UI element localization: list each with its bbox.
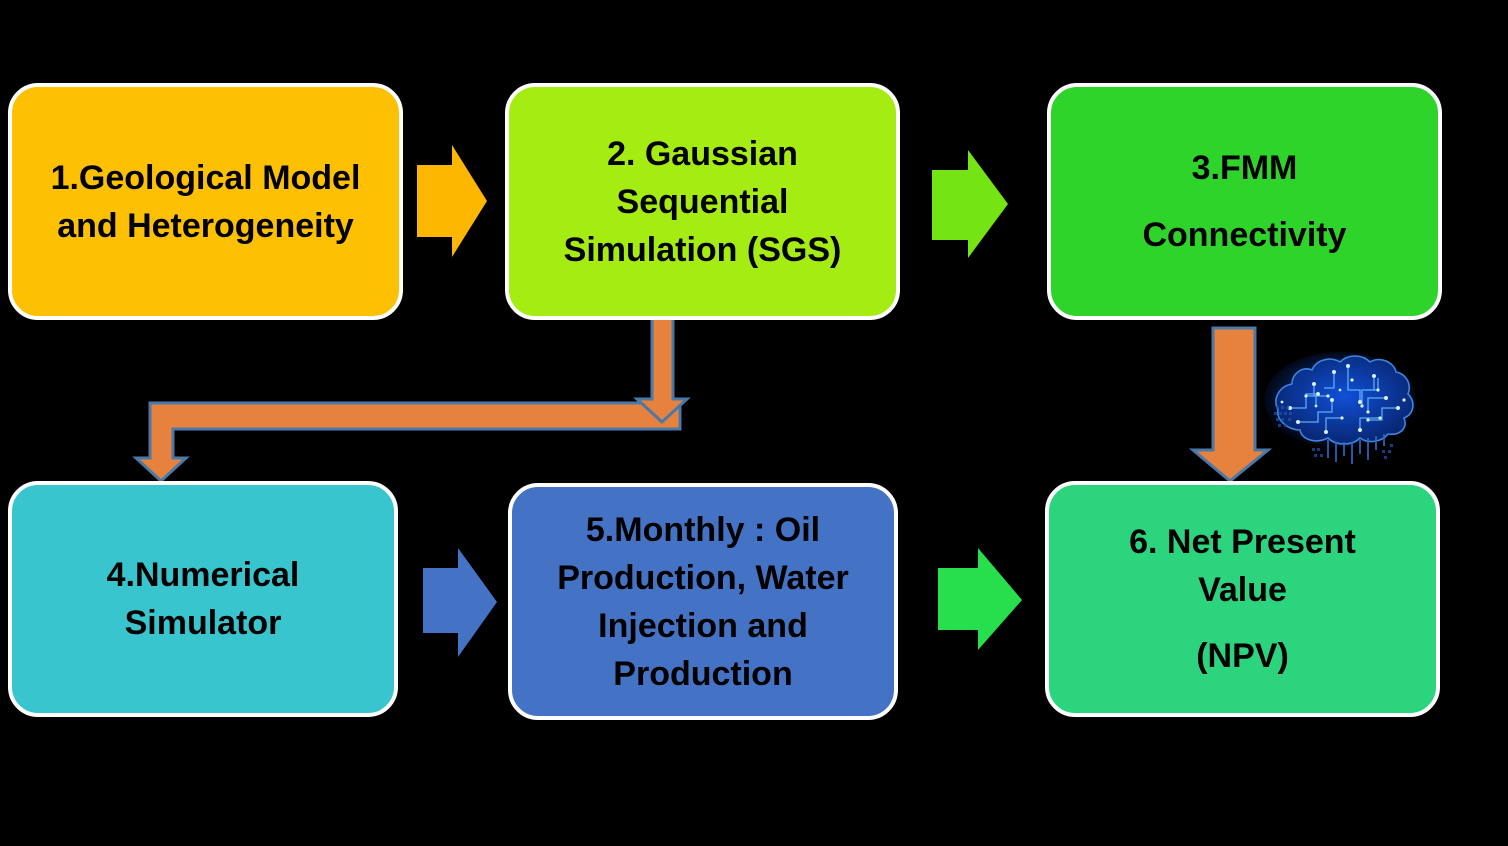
step-box-text-line: 6. Net Present	[1129, 523, 1356, 561]
brain-binary-pixels	[1274, 406, 1393, 459]
step-box-text-line: Simulation (SGS)	[563, 230, 842, 269]
step-box-text-line: Sequential	[616, 182, 789, 221]
step-box-text-line: 1.Geological Model	[50, 158, 361, 197]
arrow-step5-to-step6	[938, 548, 1022, 650]
step-box-numerical-simulator: 4.Numerical Simulator	[8, 481, 398, 717]
step-box-text-line: Production	[613, 654, 793, 693]
step-box-gaussian-sequential-simulation: 2. Gaussian Sequential Simulation (SGS)	[505, 83, 900, 320]
brain-nodes	[1280, 364, 1406, 434]
step-box-text-line: Value	[1198, 571, 1287, 609]
step-box-monthly-production: 5.Monthly : Oil Production, Water Inject…	[508, 483, 898, 720]
arrow-step4-to-step5	[423, 548, 497, 657]
brain-traces	[1290, 366, 1398, 432]
arrow-elbow-step2-to-step4	[132, 401, 682, 484]
step-box-text-line: and Heterogeneity	[57, 206, 354, 245]
step-box-text-line: 5.Monthly : Oil	[585, 510, 821, 549]
step-box-geological-model: 1.Geological Model and Heterogeneity	[8, 83, 403, 320]
step-box-text-line: (NPV)	[1196, 637, 1289, 675]
brain-legs	[1327, 434, 1385, 464]
arrow-step1-to-step2	[417, 145, 487, 257]
step-box-text-line: Connectivity	[1142, 216, 1347, 254]
step-box-net-present-value: 6. Net Present Value (NPV)	[1045, 481, 1440, 717]
step-box-fmm-connectivity: 3.FMM Connectivity	[1047, 83, 1442, 320]
step-box-text-line: Simulator	[124, 604, 282, 642]
step-box-text-line: 2. Gaussian	[607, 134, 798, 173]
step-box-text-line: 3.FMM	[1191, 149, 1298, 187]
arrow-step3-to-step6	[1188, 326, 1273, 483]
step-box-text-line: Injection and	[598, 606, 808, 645]
arrow-step2-to-step3	[932, 150, 1008, 258]
circuit-brain-image	[1264, 352, 1416, 464]
arrow-step2-down	[633, 316, 691, 425]
step-box-text-line: 4.Numerical	[106, 556, 300, 594]
step-box-text-line: Production, Water	[557, 558, 849, 597]
